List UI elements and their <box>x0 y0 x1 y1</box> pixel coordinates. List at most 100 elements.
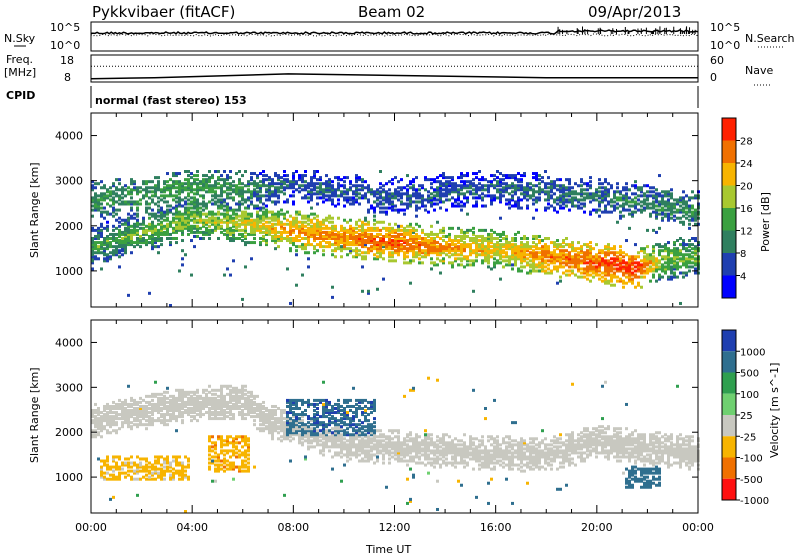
power-cell <box>577 192 580 195</box>
power-cell <box>334 205 337 208</box>
power-cell <box>502 186 505 189</box>
power-cell <box>268 176 271 179</box>
power-cell <box>397 209 400 212</box>
power-cell <box>616 186 619 189</box>
power-cell <box>148 180 151 183</box>
power-cell <box>481 235 484 238</box>
power-cell <box>187 233 190 236</box>
power-cell <box>457 239 460 242</box>
power-cell <box>175 190 178 193</box>
power-cell <box>493 184 496 187</box>
power-cell <box>607 259 610 262</box>
power-cell <box>469 259 472 262</box>
power-cell <box>418 257 421 260</box>
power-cbar-label: 8 <box>740 249 746 260</box>
power-cell <box>142 217 145 220</box>
power-cell <box>448 176 451 179</box>
velocity-cell <box>118 399 121 402</box>
power-cell <box>367 221 370 224</box>
power-cell <box>139 202 142 205</box>
power-cell <box>214 180 217 183</box>
power-cell <box>277 211 280 214</box>
power-cell <box>238 233 241 236</box>
power-cell <box>205 174 208 177</box>
power-cell <box>469 237 472 240</box>
power-cell <box>508 255 511 258</box>
velocity-cell <box>175 429 178 432</box>
power-cell <box>286 231 289 234</box>
power-cell <box>169 233 172 236</box>
power-cell <box>586 192 589 195</box>
power-cell <box>193 178 196 181</box>
power-cell <box>547 263 550 266</box>
power-cell <box>304 251 307 254</box>
power-cell <box>232 188 235 191</box>
power-cell <box>157 219 160 222</box>
power-cell <box>466 190 469 193</box>
power-cell <box>664 255 667 258</box>
power-cell <box>133 223 136 226</box>
power-cell <box>100 192 103 195</box>
power-cell <box>631 192 634 195</box>
power-cell <box>355 247 358 250</box>
power-cell <box>259 180 262 183</box>
power-cell <box>196 219 199 222</box>
power-cell <box>655 188 658 191</box>
power-cell <box>373 223 376 226</box>
power-cell <box>115 178 118 181</box>
power-cell <box>286 219 289 222</box>
power-cell <box>691 196 694 199</box>
power-cell <box>610 261 613 264</box>
power-cell <box>535 190 538 193</box>
power-cell <box>595 209 598 212</box>
power-cell <box>394 176 397 179</box>
power-cell <box>220 178 223 181</box>
power-cell <box>493 174 496 177</box>
power-cell <box>172 194 175 197</box>
power-cell <box>133 200 136 203</box>
power-cell <box>673 211 676 214</box>
power-cell <box>691 237 694 240</box>
power-cell <box>202 200 205 203</box>
power-cell <box>271 200 274 203</box>
velocity-cell <box>193 391 196 394</box>
power-cell <box>430 261 433 264</box>
power-cell <box>382 207 385 210</box>
power-cell <box>556 265 559 268</box>
power-cell <box>643 269 646 272</box>
power-cell <box>325 217 328 220</box>
power-cell <box>169 241 172 244</box>
power-cell <box>553 198 556 201</box>
power-cell <box>100 229 103 232</box>
power-cell <box>160 188 163 191</box>
power-cell <box>325 245 328 248</box>
power-cell <box>394 188 397 191</box>
power-cell <box>643 255 646 258</box>
power-cell <box>454 198 457 201</box>
power-cell <box>325 174 328 177</box>
power-cell <box>637 209 640 212</box>
power-cell <box>205 202 208 205</box>
power-cell <box>157 200 160 203</box>
power-cell <box>478 170 481 173</box>
power-cell <box>655 231 658 234</box>
power-cell <box>112 245 115 248</box>
velocity-cell <box>211 449 214 452</box>
power-cell <box>244 235 247 238</box>
power-cell <box>679 272 682 275</box>
power-cell <box>649 186 652 189</box>
velocity-cell <box>121 421 124 424</box>
power-cell <box>541 245 544 248</box>
power-cell <box>469 190 472 193</box>
power-cell <box>658 192 661 195</box>
power-cell <box>202 213 205 216</box>
power-cell <box>349 186 352 189</box>
power-cell <box>100 267 103 270</box>
velocity-cell <box>154 403 157 406</box>
power-cell <box>121 196 124 199</box>
power-cell <box>526 198 529 201</box>
power-cell <box>343 219 346 222</box>
power-cell <box>574 196 577 199</box>
power-cell <box>442 245 445 248</box>
power-cell <box>400 186 403 189</box>
